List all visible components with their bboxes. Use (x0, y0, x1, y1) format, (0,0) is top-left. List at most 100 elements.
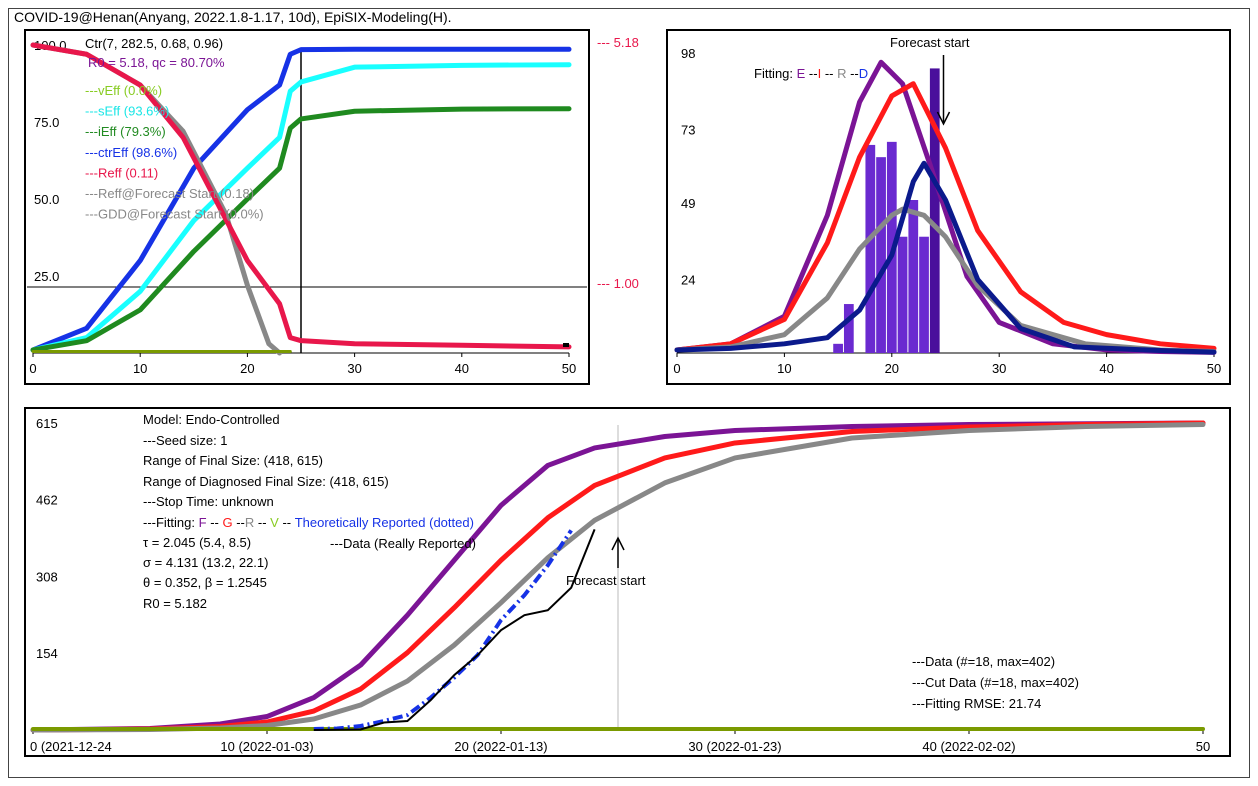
fitting-legend-part-1: E (797, 66, 806, 81)
forecast-arrow-head (936, 111, 951, 126)
model-text-line: Range of Diagnosed Final Size: (418, 615… (143, 474, 389, 489)
fitting-legend-part-7: D (859, 66, 868, 81)
x-tick-label: 20 (885, 361, 899, 376)
cumulative-fitting-legend-part-3: G (222, 515, 232, 530)
fitting-legend-part-5: R (837, 66, 846, 81)
model-text-line: ---Stop Time: unknown (143, 494, 274, 509)
effects-r0: R0 = 5.18, qc = 80.70% (88, 55, 225, 70)
model-text-line: Range of Final Size: (418, 615) (143, 453, 323, 468)
y-tick-label: 50.0 (34, 192, 59, 207)
y-tick-label: 308 (36, 569, 58, 584)
case-bar (908, 200, 919, 353)
effects-legend-item: ---Reff@Forecast Start (0.18) (85, 186, 254, 201)
x-tick-label: 40 (455, 361, 469, 376)
model-text-line: σ = 4.131 (13.2, 22.1) (143, 555, 268, 570)
y-tick-label: 73 (681, 123, 695, 138)
forecast-arrow-head (611, 536, 625, 551)
page-title: COVID-19@Henan(Anyang, 2022.1.8-1.17, 10… (14, 9, 452, 25)
case-bar (876, 157, 886, 353)
effects-header: Ctr(7, 282.5, 0.68, 0.96) (85, 36, 223, 51)
case-bar (833, 343, 843, 353)
panel-effects-frame (24, 29, 590, 385)
y-tick-label: 49 (681, 196, 695, 211)
y-tick-label: 24 (681, 273, 695, 288)
fitting-legend-part-6: -- (846, 66, 858, 81)
cumulative-fitting-legend-part-1: F (199, 515, 207, 530)
fitting-legend-part-4: -- (821, 66, 837, 81)
x-tick-label: 30 (992, 361, 1006, 376)
cumulative-fitting-legend-part-6: -- (254, 515, 270, 530)
fitting-chart: 0 10 20 30 40 50 24 49 73 98 Forecast start Fitting… (673, 35, 1221, 376)
model-text-line: ---Seed size: 1 (143, 433, 228, 448)
cumulative-fitting-legend-part-8: -- (279, 515, 295, 530)
cumulative-fitting-legend: ---Fitting: F -- G --R -- V -- Theoretic… (143, 515, 474, 530)
y-tick-label: 75.0 (34, 115, 59, 130)
stats-line: ---Fitting RMSE: 21.74 (912, 696, 1041, 711)
cumulative-fitting-legend-part-2: -- (207, 515, 223, 530)
stats-line: ---Cut Data (#=18, max=402) (912, 675, 1079, 690)
model-text-line: Model: Endo-Controlled (143, 412, 280, 427)
x-tick-label: 40 (2022-02-02) (922, 739, 1015, 754)
cumulative-fitting-legend-part-0: ---Fitting: (143, 515, 199, 530)
stats-line: ---Data (#=18, max=402) (912, 654, 1055, 669)
series-ieff (30, 106, 572, 353)
x-tick-label: 0 (29, 361, 36, 376)
series-g (30, 420, 1206, 733)
series-d (674, 160, 1217, 355)
x-tick-label: 30 (2022-01-23) (688, 739, 781, 754)
fitting-legend-part-2: -- (805, 66, 817, 81)
x-tick-label: 40 (1099, 361, 1113, 376)
y-tick-label: 98 (681, 46, 695, 61)
case-bar (897, 236, 908, 353)
case-bar (919, 236, 929, 353)
case-bar (843, 304, 854, 353)
effects-legend-item: ---Reff (0.11) (85, 165, 158, 180)
series-r (30, 421, 1206, 733)
y-tick-label: 615 (36, 416, 58, 431)
panel-fitting-frame (666, 29, 1231, 385)
x-tick-label: 30 (347, 361, 361, 376)
fitting-legend-part-0: Fitting: (754, 66, 797, 81)
forecast-label: Forecast start (890, 35, 970, 50)
effects-legend-item: ---sEff (93.6%) (85, 104, 169, 119)
x-tick-label: 20 (2022-01-13) (454, 739, 547, 754)
panel-cumulative-frame (24, 407, 1231, 757)
x-tick-label: 0 (673, 361, 680, 376)
series-r (674, 206, 1217, 354)
x-tick-label: 20 (240, 361, 254, 376)
cumulative-fitting-legend-part-4: -- (233, 515, 245, 530)
figure-frame (8, 8, 1250, 778)
series-reff (30, 42, 572, 350)
fitting-legend: Fitting: E --I -- R --D (754, 66, 868, 81)
x-tick-label: 10 (777, 361, 791, 376)
data-label: ---Data (Really Reported) (330, 536, 476, 551)
series-f (30, 420, 1206, 733)
x-tick-label: 50 (1207, 361, 1221, 376)
series-seff (30, 62, 572, 353)
right-label-r0: --- 5.18 (597, 35, 639, 50)
forecast-label: Forecast start (566, 573, 646, 588)
cumulative-fitting-legend-part-9: Theoretically Reported (dotted) (295, 515, 474, 530)
effects-legend-item: ---ctrEff (98.6%) (85, 145, 177, 160)
right-label-threshold: --- 1.00 (597, 276, 639, 291)
series-ctreff (30, 46, 572, 353)
series-data (313, 528, 596, 731)
effects-legend-item: ---GDD@Forecast Start (0.0%) (85, 207, 264, 222)
x-tick-label: 10 (133, 361, 147, 376)
cumulative-fitting-legend-part-7: V (270, 515, 279, 530)
y-tick-label: 462 (36, 492, 58, 507)
model-text-line: θ = 0.352, β = 1.2545 (143, 575, 267, 590)
fitting-legend-part-3: I (818, 66, 822, 81)
x-tick-label: 50 (1196, 739, 1210, 754)
case-bar (865, 144, 876, 353)
series-theoretical (313, 529, 573, 732)
x-tick-label: 0 (2021-12-24 (30, 739, 112, 754)
y-tick-label: 25.0 (34, 269, 59, 284)
x-tick-label: 50 (562, 361, 576, 376)
x-tick-label: 10 (2022-01-03) (220, 739, 313, 754)
effects-legend-item: ---iEff (79.3%) (85, 124, 166, 139)
model-text-line: R0 = 5.182 (143, 596, 207, 611)
series-i (674, 81, 1217, 353)
